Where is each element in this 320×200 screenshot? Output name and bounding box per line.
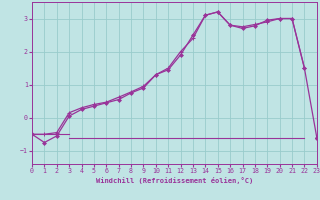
X-axis label: Windchill (Refroidissement éolien,°C): Windchill (Refroidissement éolien,°C) [96,177,253,184]
